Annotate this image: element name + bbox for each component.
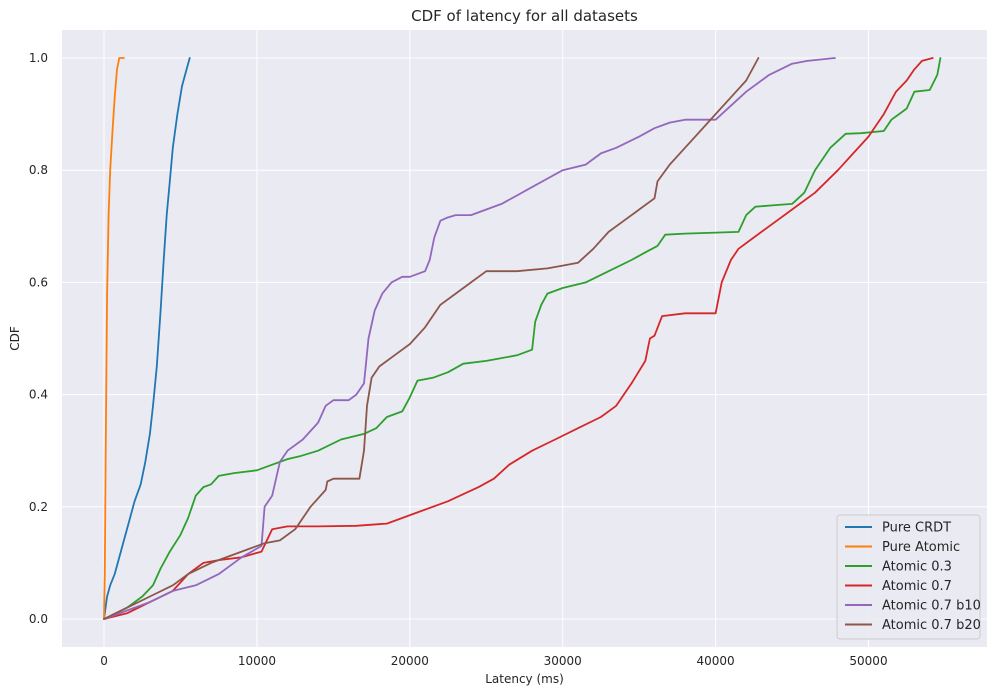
series-line-atomic-0-7-b20 (103, 57, 760, 620)
series-line-pure-atomic (103, 57, 125, 620)
x-tick-label: 0 (100, 654, 108, 668)
grid (62, 30, 987, 647)
y-tick-label: 0.8 (29, 163, 48, 177)
x-axis-label: Latency (ms) (485, 672, 564, 686)
x-tick-label: 40000 (697, 654, 735, 668)
legend-box (836, 514, 981, 640)
y-tick-label: 0.0 (29, 612, 48, 626)
tick-labels: 0 10000 20000 30000 40000 50000 0.0 0.2 0.4 0.6 0.… (29, 51, 888, 668)
plot-background (62, 30, 987, 647)
x-tick-label: 20000 (391, 654, 429, 668)
x-tick-label: 30000 (544, 654, 582, 668)
y-tick-label: 1.0 (29, 51, 48, 65)
legend-label: Pure Atomic (882, 540, 960, 555)
legend-label: Pure CRDT (882, 521, 951, 536)
x-tick-label: 50000 (849, 654, 887, 668)
series-line-pure-crdt (103, 57, 191, 620)
legend-label: Atomic 0.3 (882, 560, 952, 575)
x-tick-label: 10000 (238, 654, 276, 668)
y-tick-label: 0.6 (29, 275, 48, 289)
legend-label: Atomic 0.7 (882, 579, 952, 594)
legend-label: Atomic 0.7 b20 (882, 618, 981, 633)
series-line-atomic-0-3 (103, 57, 942, 620)
series-line-atomic-0-7 (103, 57, 934, 620)
legend-label: Atomic 0.7 b10 (882, 599, 981, 614)
y-tick-label: 0.4 (29, 388, 48, 402)
series-line-atomic-0-7-b10 (103, 57, 836, 620)
series-lines (103, 57, 942, 620)
y-tick-label: 0.2 (29, 500, 48, 514)
legend: Pure CRDT Pure Atomic Atomic 0.3 Atomic 0.7… (836, 514, 981, 640)
y-axis-label: CDF (8, 326, 22, 351)
chart-title: CDF of latency for all datasets (411, 7, 638, 25)
